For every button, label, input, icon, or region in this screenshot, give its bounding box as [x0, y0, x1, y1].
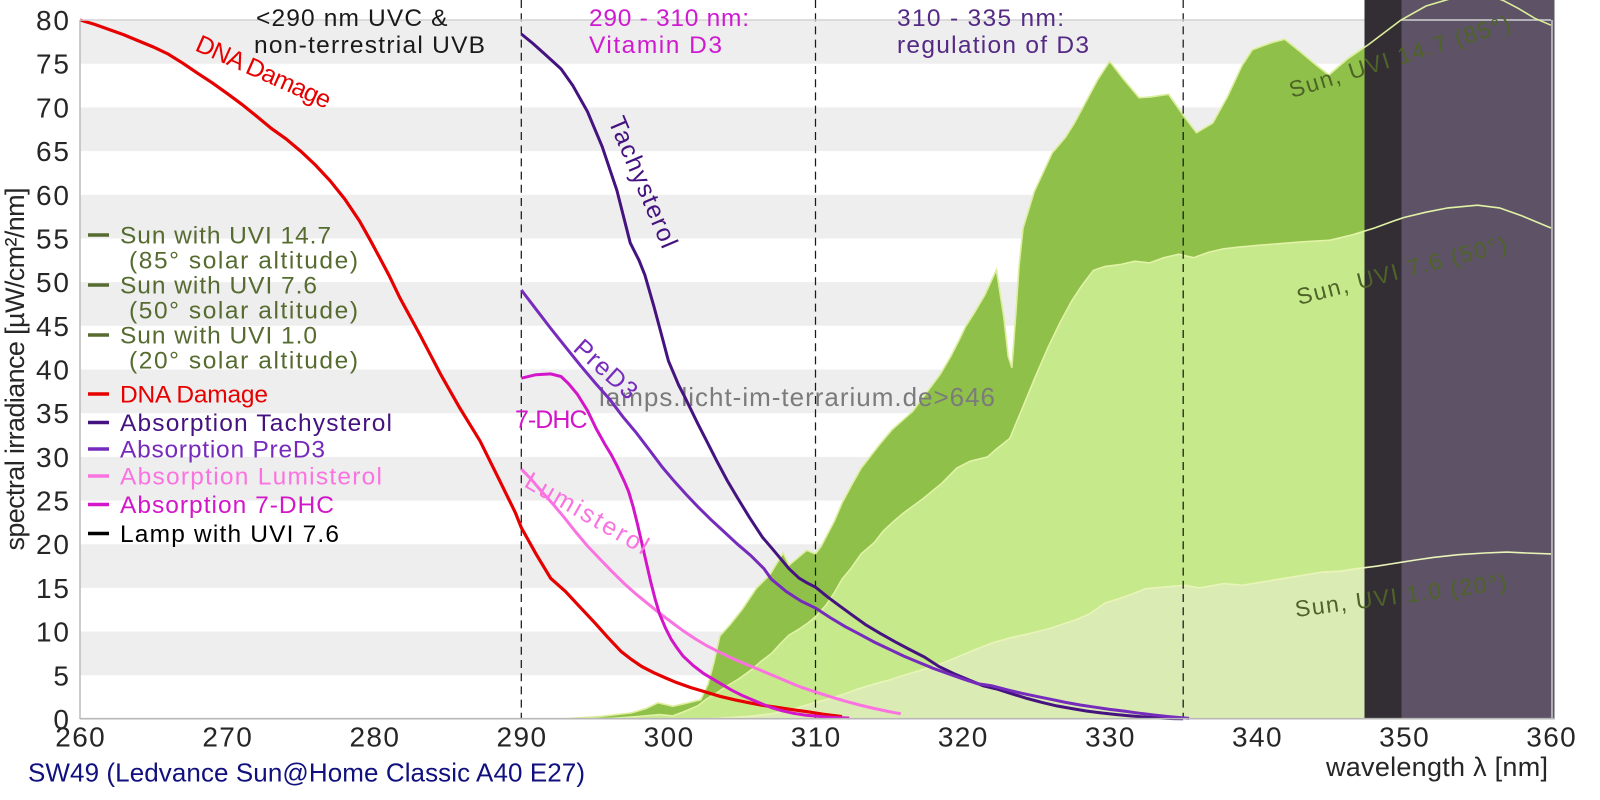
svg-text:290: 290: [497, 722, 547, 753]
svg-text:15: 15: [36, 573, 69, 604]
svg-text:Vitamin D3: Vitamin D3: [589, 32, 722, 59]
svg-text:Absorption Tachysterol: Absorption Tachysterol: [120, 410, 392, 437]
svg-text:45: 45: [36, 311, 69, 342]
svg-text:7-DHC: 7-DHC: [515, 406, 588, 434]
svg-text:(50° solar altitude): (50° solar altitude): [129, 298, 358, 325]
svg-text:0: 0: [53, 704, 69, 735]
svg-text:65: 65: [36, 136, 69, 167]
svg-text:40: 40: [36, 355, 69, 386]
svg-text:Lamp with UVI 7.6: Lamp with UVI 7.6: [120, 521, 339, 548]
svg-text:(85° solar altitude): (85° solar altitude): [129, 248, 358, 275]
svg-text:80: 80: [36, 5, 69, 36]
svg-text:10: 10: [36, 617, 69, 648]
svg-text:260: 260: [55, 722, 105, 753]
svg-text:270: 270: [202, 722, 252, 753]
svg-text:wavelength λ [nm]: wavelength λ [nm]: [1325, 752, 1548, 782]
svg-text:25: 25: [36, 486, 69, 517]
svg-text:lamps.licht-im-terrarium.de>64: lamps.licht-im-terrarium.de>646: [599, 382, 995, 412]
svg-text:55: 55: [36, 223, 69, 254]
svg-text:280: 280: [349, 722, 399, 753]
svg-text:Sun with UVI 7.6: Sun with UVI 7.6: [120, 273, 317, 300]
svg-text:290 - 310 nm:: 290 - 310 nm:: [589, 5, 749, 32]
svg-text:Absorption 7-DHC: Absorption 7-DHC: [120, 492, 334, 519]
svg-text:20: 20: [36, 529, 69, 560]
svg-text:310: 310: [791, 722, 841, 753]
svg-text:(20° solar altitude): (20° solar altitude): [129, 348, 358, 375]
svg-text:non-terrestrial UVB: non-terrestrial UVB: [254, 32, 485, 59]
svg-text:Sun with UVI 1.0: Sun with UVI 1.0: [120, 323, 317, 350]
svg-text:35: 35: [36, 398, 69, 429]
svg-text:320: 320: [938, 722, 988, 753]
svg-text:350: 350: [1379, 722, 1429, 753]
svg-text:spectral irradiance [µW/cm²/nm: spectral irradiance [µW/cm²/nm]: [0, 188, 30, 551]
svg-text:5: 5: [53, 660, 69, 691]
svg-text:Absorption Lumisterol: Absorption Lumisterol: [120, 464, 382, 491]
svg-text:300: 300: [644, 722, 694, 753]
svg-text:310 - 335 nm:: 310 - 335 nm:: [897, 5, 1064, 32]
svg-text:360: 360: [1526, 722, 1576, 753]
svg-text:330: 330: [1085, 722, 1135, 753]
svg-text:75: 75: [36, 49, 69, 80]
svg-text:<290 nm UVC &: <290 nm UVC &: [256, 5, 448, 32]
svg-text:50: 50: [36, 267, 69, 298]
svg-text:30: 30: [36, 442, 69, 473]
svg-text:60: 60: [36, 180, 69, 211]
svg-text:Sun with UVI 14.7: Sun with UVI 14.7: [120, 223, 331, 250]
svg-text:DNA Damage: DNA Damage: [120, 382, 268, 409]
svg-text:Absorption PreD3: Absorption PreD3: [120, 437, 325, 464]
svg-text:SW49 (Ledvance Sun@Home Classi: SW49 (Ledvance Sun@Home Classic A40 E27): [28, 758, 585, 788]
svg-text:regulation of D3: regulation of D3: [897, 32, 1089, 59]
svg-text:340: 340: [1232, 722, 1282, 753]
svg-text:70: 70: [36, 92, 69, 123]
